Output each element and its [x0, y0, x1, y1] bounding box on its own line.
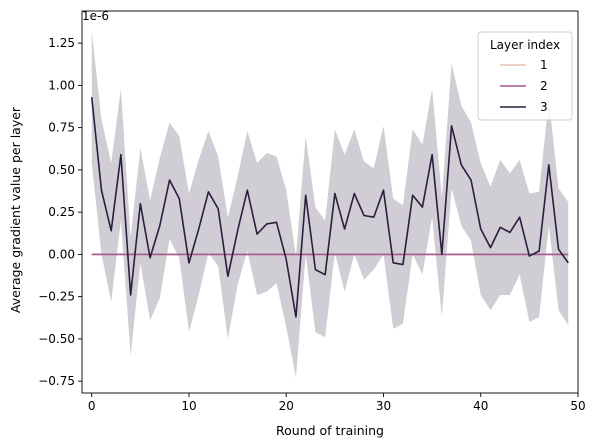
y-tick-label: −0.25	[38, 290, 75, 304]
y-axis-offset-text: 1e-6	[82, 9, 109, 23]
x-tick-label: 0	[88, 399, 96, 413]
confidence-band-layer	[91, 31, 569, 378]
y-tick-label: 1.00	[48, 78, 75, 92]
y-tick-label: −0.75	[38, 374, 75, 388]
y-tick-label: −0.50	[38, 332, 75, 346]
x-axis-label: Round of training	[276, 423, 384, 438]
y-tick-label: 0.50	[48, 163, 75, 177]
legend-title: Layer index	[490, 38, 560, 52]
x-tick-label: 10	[181, 399, 196, 413]
legend-label-2: 2	[540, 79, 548, 93]
legend-label-3: 3	[540, 100, 548, 114]
x-tick-label: 50	[570, 399, 585, 413]
legend-label-1: 1	[540, 58, 548, 72]
y-axis-ticks: −0.75 −0.50 −0.25 0.00 0.25 0.50 0.75 1.00 1.25	[38, 36, 82, 388]
y-tick-label: 0.25	[48, 205, 75, 219]
series-lines-layer	[90, 97, 569, 318]
y-tick-label: 0.75	[48, 121, 75, 135]
legend-items: 1 2 3	[500, 58, 548, 114]
y-tick-label: 1.25	[48, 36, 75, 50]
legend: Layer index 1 2 3	[477, 31, 573, 121]
plot-frame	[81, 10, 579, 394]
x-tick-label: 40	[473, 399, 488, 413]
y-axis-label: Average gradient value per layer	[8, 106, 23, 313]
y-tick-label: 0.00	[48, 247, 75, 261]
x-tick-label: 20	[279, 399, 294, 413]
legend-box	[477, 31, 573, 121]
confidence-band-series-3	[91, 31, 569, 378]
series-line-3	[90, 97, 569, 318]
x-axis-ticks: 0 10 20 30 40 50	[88, 393, 586, 413]
x-tick-label: 30	[376, 399, 391, 413]
